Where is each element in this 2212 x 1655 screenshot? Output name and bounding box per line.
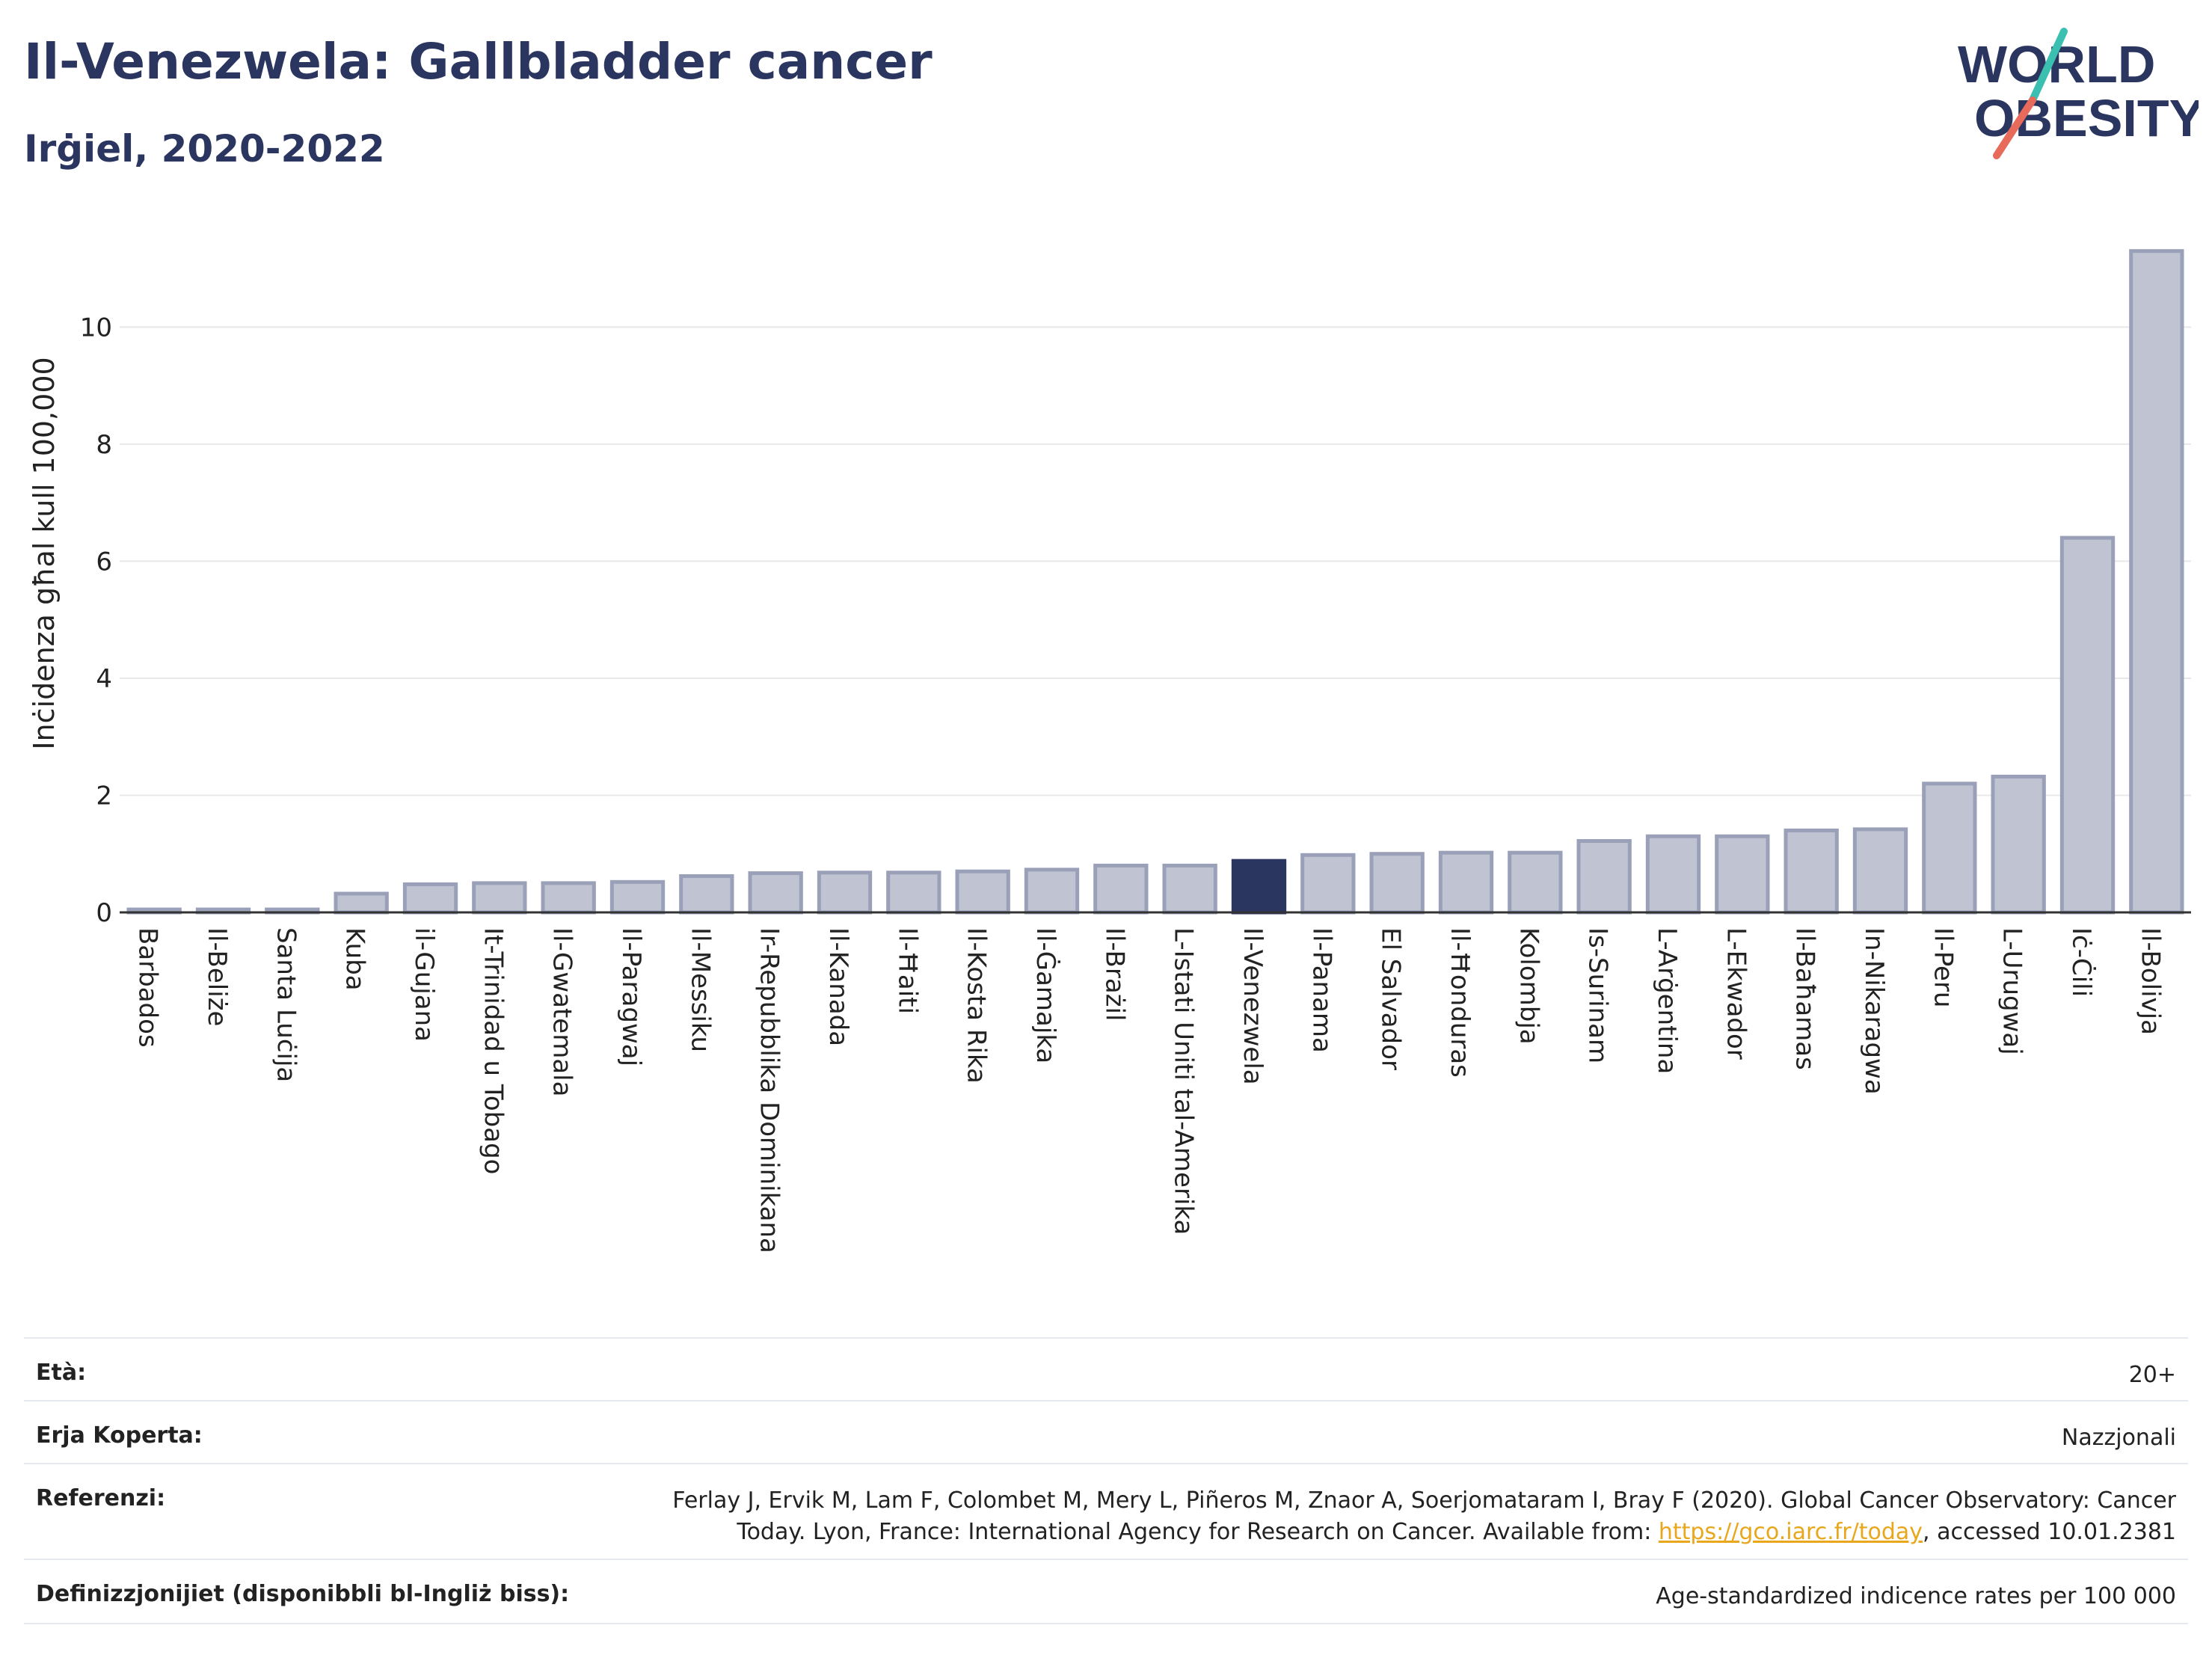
meta-row-age: Età: 20+ [24, 1337, 2188, 1400]
meta-row-area: Erja Koperta: Nazzjonali [24, 1400, 2188, 1463]
page-subtitle: Irġiel, 2020-2022 [24, 127, 385, 171]
bar-chart: 0 2 4 6 8 10 Barbados Il-Beliże Santa Luċija Kub… [28, 249, 2191, 1253]
x-tick-label: Kolombja [1514, 927, 1543, 1045]
y-tick-label: 2 [96, 781, 112, 811]
x-tick-label: El Salvador [1376, 927, 1406, 1070]
x-tick-label: L-Arġentina [1652, 927, 1682, 1074]
x-tick-label: Il-Ġamajka [1030, 927, 1061, 1063]
x-tick-label: In-Nikaragwa [1859, 927, 1889, 1095]
reference-line-1: Ferlay J, Ervik M, Lam F, Colombet M, Me… [672, 1487, 2176, 1514]
x-tick-label: il-Gujana [409, 927, 439, 1042]
bar-22 [1645, 834, 1701, 915]
bar-7 [609, 879, 666, 915]
bar-19 [1438, 850, 1494, 915]
x-tick-label: Il-Kosta Rika [962, 927, 992, 1084]
y-tick-labels: 0 2 4 6 8 10 [80, 313, 112, 928]
y-tick-label: 0 [96, 898, 112, 928]
reference-text: Today. Lyon, France: International Agenc… [737, 1519, 1659, 1545]
bar-9 [748, 871, 803, 915]
x-tick-label: Santa Luċija [271, 927, 301, 1082]
meta-key-area: Erja Koperta: [36, 1422, 203, 1449]
bar-5 [472, 881, 527, 915]
bar-29 [2129, 249, 2184, 915]
meta-key-references: Referenzi: [36, 1485, 166, 1511]
x-tick-label: Il-Venezwela [1238, 927, 1268, 1085]
x-tick-labels: Barbados Il-Beliże Santa Luċija Kuba il-Guja… [133, 927, 2166, 1253]
bar-8 [679, 873, 734, 915]
x-tick-label: Il-Baħamas [1790, 927, 1820, 1070]
bar-27 [1991, 774, 2046, 915]
x-tick-label: Il-Kanada [823, 927, 853, 1046]
y-axis-label: Inċidenza għal kull 100,000 [28, 357, 61, 749]
bar-6 [541, 881, 596, 915]
x-tick-label: L-Ekwador [1721, 927, 1751, 1060]
x-tick-label: Il-Paragwaj [616, 927, 646, 1066]
world-obesity-logo: WORLD OBESITY [1958, 28, 2199, 159]
bar-26 [1922, 782, 1977, 915]
x-tick-label: Kuba [340, 927, 370, 991]
x-tick-label: Il-Beliże [202, 927, 232, 1026]
bar-24 [1784, 828, 1839, 915]
metadata-table: Età: 20+ Erja Koperta: Nazzjonali Refere… [24, 1337, 2188, 1624]
meta-value-age: 20+ [2128, 1362, 2176, 1388]
bar-10 [817, 871, 873, 915]
reference-link[interactable]: https://gco.iarc.fr/today [1658, 1519, 1923, 1545]
x-tick-label: Il-Brażil [1099, 927, 1129, 1021]
bar-13 [1024, 868, 1080, 915]
bar-23 [1715, 834, 1770, 915]
meta-value-references: Ferlay J, Ervik M, Lam F, Colombet M, Me… [672, 1485, 2176, 1548]
x-tick-label: Il-Gwatemala [547, 927, 577, 1096]
bar-3 [334, 891, 389, 915]
x-tick-label: Is-Surinam [1583, 927, 1613, 1063]
x-tick-label: L-Urugwaj [1997, 927, 2027, 1055]
bar-4 [402, 882, 458, 915]
y-tick-label: 8 [96, 430, 112, 460]
bar-15 [1162, 863, 1217, 915]
x-tick-label: Il-Peru [1928, 927, 1958, 1007]
x-tick-label: Il-Bolivja [2135, 927, 2165, 1035]
x-tick-label: Iċ-Ċili [2066, 927, 2097, 997]
bar-18 [1369, 852, 1425, 915]
logo-slash-bottom [1993, 96, 2036, 159]
y-tick-label: 6 [96, 547, 112, 577]
bar-25 [1852, 827, 1908, 915]
meta-value-definitions: Age-standardized indicence rates per 100… [1656, 1583, 2176, 1609]
y-tick-label: 4 [96, 664, 112, 694]
meta-key-age: Età: [36, 1360, 87, 1386]
bar-28 [2059, 535, 2116, 915]
bar-16 [1231, 859, 1287, 915]
bar-21 [1576, 839, 1632, 915]
x-tick-label: L-Istati Uniti tal-Amerika [1169, 927, 1199, 1235]
reference-accessed: , accessed 10.01.2381 [1923, 1519, 2176, 1545]
x-tick-label: Il-Messiku [685, 927, 715, 1052]
bar-12 [955, 869, 1010, 915]
logo-slash-top [2029, 28, 2068, 104]
x-tick-label: It-Trinidad u Tobago [478, 927, 508, 1174]
bar-11 [886, 871, 941, 915]
bars [126, 249, 2184, 915]
bar-20 [1508, 850, 1563, 915]
x-tick-label: Il-Ħonduras [1445, 927, 1475, 1078]
reference-line-2: Today. Lyon, France: International Agenc… [672, 1517, 2176, 1548]
x-tick-label: Barbados [133, 927, 163, 1048]
x-tick-label: Il-Panama [1306, 927, 1336, 1053]
x-tick-label: Il-Ħaiti [892, 927, 922, 1014]
meta-row-references: Referenzi: Ferlay J, Ervik M, Lam F, Col… [24, 1463, 2188, 1559]
bar-17 [1300, 853, 1356, 915]
meta-value-area: Nazzjonali [2061, 1425, 2176, 1451]
grid-lines [120, 326, 2191, 796]
meta-key-definitions: Definizzjonijiet (disponibbli bl-Ingliż … [36, 1581, 570, 1607]
y-tick-label: 10 [80, 313, 112, 343]
bar-14 [1093, 863, 1149, 915]
x-tick-label: Ir-Repubblika Dominikana [755, 927, 784, 1253]
meta-row-definitions: Definizzjonijiet (disponibbli bl-Ingliż … [24, 1559, 2188, 1624]
page-title: Il-Venezwela: Gallbladder cancer [24, 33, 933, 90]
